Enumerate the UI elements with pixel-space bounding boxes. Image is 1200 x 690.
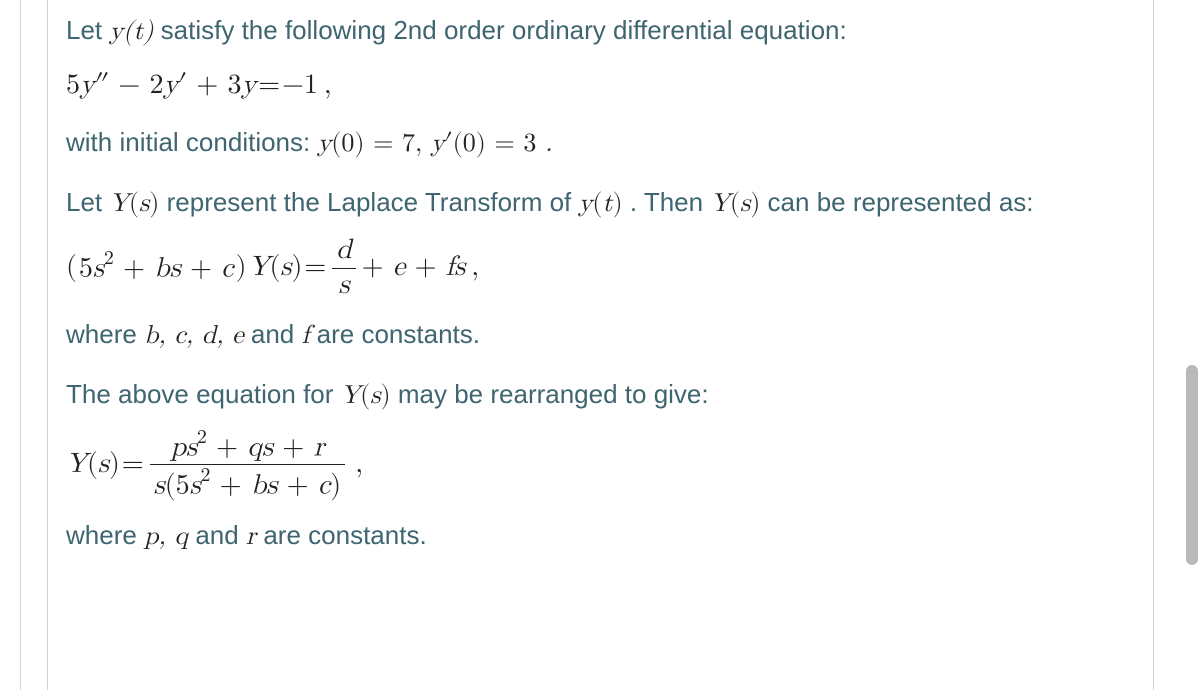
- ic-expr: y(0) = 7, y′(0) = 3: [317, 131, 536, 157]
- eq3-eq: =: [122, 443, 144, 486]
- ys-t2: represent the Laplace Transform of: [159, 187, 578, 217]
- eq3-num: ps2 + qs + r: [166, 429, 328, 463]
- ys-t3: . Then: [623, 187, 711, 217]
- ic-period: .: [536, 131, 552, 157]
- page-left-rule: [20, 0, 21, 690]
- eq3-lhs: Y(s): [66, 443, 120, 486]
- eq2-Ys: Y(s): [249, 246, 303, 289]
- fraction-bar-icon: [150, 464, 346, 465]
- rearr-t1: The above equation for: [66, 379, 341, 409]
- ode-punct: ,: [324, 64, 332, 107]
- eq2-open: (: [66, 246, 77, 289]
- where2-r: r: [246, 524, 256, 550]
- eq2-frac-num: d: [332, 236, 356, 265]
- initial-conditions: with initial conditions: y(0) = 7, y′(0)…: [66, 122, 1135, 164]
- where2-t1: where: [66, 520, 144, 550]
- rearranged-intro: The above equation for Y(s) may be rearr…: [66, 374, 1135, 416]
- question-panel: Let y(t) satisfy the following 2nd order…: [47, 0, 1154, 690]
- rearr-t2: may be rearranged to give:: [391, 379, 709, 409]
- intro-text-2: satisfy the following 2nd order ordinary…: [153, 15, 846, 45]
- ys-t4: can be represented as:: [760, 187, 1033, 217]
- intro-text-1: Let: [66, 15, 109, 45]
- ode-eq: =: [258, 64, 280, 107]
- where2-vars: p, q: [144, 524, 188, 550]
- where1-and: and: [244, 319, 302, 349]
- vertical-scrollbar[interactable]: [1184, 0, 1200, 690]
- eq2-tail: + e + fs: [362, 246, 466, 289]
- eq2-frac-den: s: [334, 271, 353, 300]
- ys-t1: Let: [66, 187, 109, 217]
- laplace-equation: (5s2 + bs + c)Y(s) = d s + e + fs ,: [66, 236, 1135, 300]
- where1-vars: b, c, d, e: [144, 323, 244, 349]
- ode-equation: 5y″ − 2y′ + 3y = −1 ,: [66, 64, 1135, 107]
- ys-Ys: Y(s): [109, 191, 159, 217]
- eq2-close: ): [236, 246, 247, 289]
- ic-lead: with initial conditions:: [66, 127, 317, 157]
- eq2-fraction: d s: [332, 236, 356, 300]
- ode-rhs: −1: [282, 64, 318, 107]
- rearranged-equation: Y(s) = ps2 + qs + r s(5s2 + bs + c) ,: [66, 429, 1135, 501]
- intro-yt: y(t): [109, 19, 153, 45]
- eq3-fraction: ps2 + qs + r s(5s2 + bs + c): [150, 429, 346, 501]
- eq3-punct: ,: [355, 443, 363, 486]
- fraction-bar-icon: [332, 268, 356, 269]
- eq2-eq: =: [304, 246, 326, 289]
- ys-intro-paragraph: Let Y(s) represent the Laplace Transform…: [66, 182, 1135, 224]
- ys-yt: y(t): [579, 191, 623, 217]
- rearr-Ys: Y(s): [341, 383, 391, 409]
- where-line-2: where p, q and r are constants.: [66, 515, 1135, 557]
- where2-t2: are constants.: [256, 520, 427, 550]
- where-line-1: where b, c, d, e and f are constants.: [66, 314, 1135, 356]
- where1-t2: are constants.: [309, 319, 480, 349]
- eq3-den: s(5s2 + bs + c): [150, 467, 346, 501]
- eq2-poly: 5s2 + bs + c: [79, 245, 234, 291]
- where1-t1: where: [66, 319, 144, 349]
- eq2-punct: ,: [471, 246, 479, 289]
- scrollbar-thumb[interactable]: [1186, 365, 1198, 565]
- ode-lhs: 5y″ − 2y′ + 3y: [66, 64, 256, 107]
- intro-paragraph: Let y(t) satisfy the following 2nd order…: [66, 10, 1135, 52]
- ys-Ys2: Y(s): [710, 191, 760, 217]
- where2-and: and: [188, 520, 246, 550]
